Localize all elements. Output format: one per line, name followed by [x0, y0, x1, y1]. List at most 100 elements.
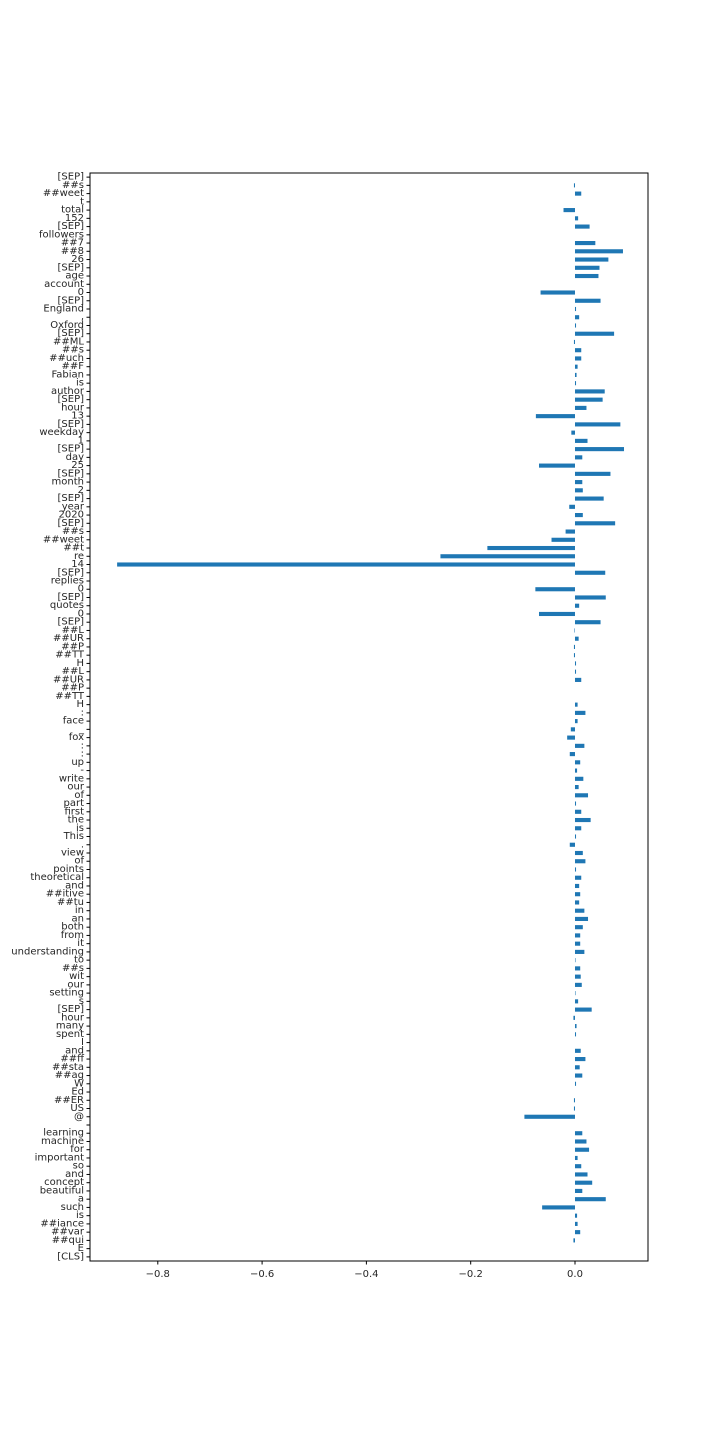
y-tick-label: 26: [71, 254, 84, 265]
bar: [574, 241, 596, 246]
bar: [574, 1073, 583, 1078]
y-tick-label: England: [43, 304, 84, 315]
x-axis-group: −0.8 −0.6 −0.4 −0.2 0.0: [146, 1261, 583, 1280]
y-tick-label: [SEP]: [58, 221, 85, 232]
bar: [535, 414, 575, 419]
y-tick-label: an: [72, 913, 84, 924]
y-tick-label: 25: [71, 460, 84, 471]
y-tick-label: and: [65, 880, 84, 891]
bar: [574, 1057, 586, 1062]
y-tick-label: [SEP]: [58, 617, 85, 628]
bar: [574, 356, 582, 361]
bar: [574, 488, 583, 493]
plot-frame: [89, 172, 649, 1262]
x-tick-label: −0.6: [250, 1269, 274, 1280]
bar: [573, 183, 575, 188]
y-tick-label: ##L: [62, 666, 85, 677]
y-tick-label: @: [74, 1111, 84, 1122]
bar: [574, 480, 583, 485]
bar: [535, 587, 575, 592]
y-tick-label: [SEP]: [58, 444, 85, 455]
y-tick-label: W: [74, 1078, 84, 1089]
y-tick-label: [SEP]: [58, 328, 85, 339]
bar: [574, 859, 586, 864]
bar: [574, 265, 600, 270]
bar: [573, 644, 575, 649]
bar: [440, 554, 575, 559]
bar: [574, 982, 582, 987]
y-tick-label: so: [73, 1161, 84, 1172]
bar: [574, 513, 583, 518]
bar: [574, 257, 609, 262]
y-tick-label: total: [61, 205, 84, 216]
y-tick-label: and: [65, 1045, 84, 1056]
bar: [574, 966, 581, 971]
bar: [574, 768, 578, 773]
y-tick-label: up: [71, 757, 84, 768]
x-tick-label: −0.8: [146, 1269, 170, 1280]
bar: [487, 545, 575, 551]
bar: [574, 273, 599, 279]
y-tick-label: :: [81, 749, 84, 760]
bar: [573, 1106, 575, 1111]
bar: [569, 504, 575, 509]
bar: [574, 1221, 578, 1226]
y-tick-label: many: [56, 1021, 84, 1032]
y-tick-label: face: [63, 716, 84, 727]
y-tick-label: month: [52, 477, 84, 488]
bars-group: [117, 183, 625, 1243]
bar: [574, 883, 580, 889]
bar: [574, 908, 585, 913]
bar: [567, 735, 575, 740]
y-tick-label: first: [64, 806, 84, 817]
bar: [574, 521, 616, 526]
y-tick-label: ,: [81, 312, 84, 323]
y-tick-label: E: [78, 1243, 84, 1254]
bar: [574, 471, 611, 476]
y-tick-label: age: [65, 271, 84, 282]
bar: [574, 933, 581, 938]
bar: [573, 339, 575, 345]
bar: [569, 842, 575, 847]
bar: [539, 463, 575, 468]
bar: [574, 1172, 588, 1177]
y-tick-label: weekday: [39, 427, 84, 438]
y-tick-label: t: [80, 196, 84, 207]
y-tick-label: [SEP]: [58, 567, 85, 578]
y-tick-label: 1: [78, 435, 84, 446]
y-tick-label: is: [76, 823, 84, 834]
bar: [540, 290, 575, 295]
bar: [574, 661, 577, 666]
bar: [574, 826, 582, 831]
bar: [574, 372, 577, 377]
bar: [574, 669, 577, 674]
y-tick-label: 14: [71, 559, 84, 570]
y-tick-label: 152: [65, 213, 84, 224]
y-tick-label: 13: [71, 411, 84, 422]
x-tick-label: 0.0: [567, 1269, 583, 1280]
y-tick-label: wit: [69, 971, 84, 982]
bar: [574, 397, 603, 402]
bar: [574, 834, 577, 839]
y-tick-label: ##ER: [54, 1095, 84, 1106]
bar: [574, 298, 601, 303]
bar: [569, 752, 575, 757]
bar: [574, 447, 625, 452]
y-tick-label: day: [66, 452, 84, 463]
y-tick-label: [SEP]: [58, 468, 85, 479]
y-tick-label: ##s: [62, 345, 84, 356]
y-tick-label: replies: [51, 576, 84, 587]
y-tick-label: a: [78, 1194, 84, 1205]
y-tick-label: I: [81, 1037, 84, 1048]
bar: [574, 1230, 581, 1235]
bar: [574, 1188, 583, 1193]
bar: [574, 216, 579, 221]
bar: [574, 315, 580, 320]
bar: [574, 1024, 577, 1029]
y-tick-label: ##TT: [55, 691, 85, 702]
bar: [574, 455, 583, 460]
y-tick-label: ##var: [51, 1227, 85, 1238]
bar: [574, 323, 577, 328]
y-tick-label: ##uch: [49, 353, 84, 364]
